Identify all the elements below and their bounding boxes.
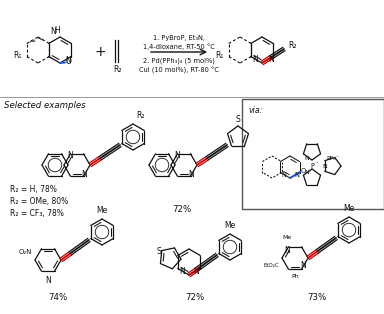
Text: R₂: R₂ bbox=[136, 111, 144, 120]
Text: N: N bbox=[252, 55, 258, 64]
Text: 74%: 74% bbox=[48, 293, 68, 302]
Text: N: N bbox=[193, 267, 199, 276]
Text: N: N bbox=[174, 151, 180, 160]
Text: N: N bbox=[268, 55, 274, 64]
Text: 72%: 72% bbox=[172, 205, 192, 214]
Text: N: N bbox=[81, 170, 87, 179]
Text: N: N bbox=[179, 267, 185, 276]
Text: S: S bbox=[236, 115, 240, 124]
Text: R₂ = H, 78%
R₂ = OMe, 80%
R₂ = CF₃, 78%: R₂ = H, 78% R₂ = OMe, 80% R₂ = CF₃, 78% bbox=[10, 185, 68, 218]
Text: R₂: R₂ bbox=[113, 65, 121, 74]
Text: N: N bbox=[50, 27, 56, 36]
Text: 72%: 72% bbox=[185, 293, 205, 302]
Text: PF₆⁻: PF₆⁻ bbox=[326, 155, 339, 160]
Text: EtO₂C: EtO₂C bbox=[263, 263, 279, 268]
Text: 1. PyBroP, Et₃N,
1,4-dioxane, RT-50 °C: 1. PyBroP, Et₃N, 1,4-dioxane, RT-50 °C bbox=[143, 35, 215, 50]
Text: 73%: 73% bbox=[307, 293, 327, 302]
Text: ⁺: ⁺ bbox=[316, 161, 319, 166]
Text: H: H bbox=[54, 26, 60, 35]
Text: N: N bbox=[295, 172, 300, 178]
Text: O: O bbox=[300, 168, 306, 174]
Text: N: N bbox=[323, 164, 328, 169]
Text: +: + bbox=[94, 45, 106, 59]
Text: N: N bbox=[300, 261, 306, 270]
FancyBboxPatch shape bbox=[242, 99, 384, 209]
Text: N: N bbox=[305, 155, 310, 160]
Text: R₁: R₁ bbox=[13, 51, 22, 59]
Text: Me: Me bbox=[283, 235, 292, 240]
Text: R₂: R₂ bbox=[288, 41, 296, 51]
Text: N: N bbox=[281, 172, 286, 178]
Text: N: N bbox=[67, 151, 73, 160]
Text: P: P bbox=[310, 163, 314, 169]
Text: O: O bbox=[66, 57, 72, 67]
Text: Me: Me bbox=[224, 221, 236, 230]
Text: Selected examples: Selected examples bbox=[4, 101, 86, 110]
Text: ~: ~ bbox=[28, 36, 38, 48]
Text: N: N bbox=[65, 56, 71, 65]
Text: N: N bbox=[45, 276, 51, 285]
Text: N: N bbox=[284, 246, 290, 255]
Text: R₁: R₁ bbox=[216, 51, 224, 59]
Text: 2. Pd(PPh₃)₄ (5 mol%)
CuI (10 mol%), RT-80 °C: 2. Pd(PPh₃)₄ (5 mol%) CuI (10 mol%), RT-… bbox=[139, 58, 219, 74]
Text: Me: Me bbox=[343, 204, 355, 213]
Text: Ph: Ph bbox=[291, 274, 299, 279]
Text: O₂N: O₂N bbox=[18, 249, 32, 255]
Text: N: N bbox=[305, 170, 310, 175]
Text: N: N bbox=[188, 170, 194, 179]
Text: via:: via: bbox=[248, 106, 262, 115]
Text: S: S bbox=[157, 247, 161, 256]
Text: ~: ~ bbox=[35, 34, 45, 46]
Text: Me: Me bbox=[96, 206, 108, 215]
